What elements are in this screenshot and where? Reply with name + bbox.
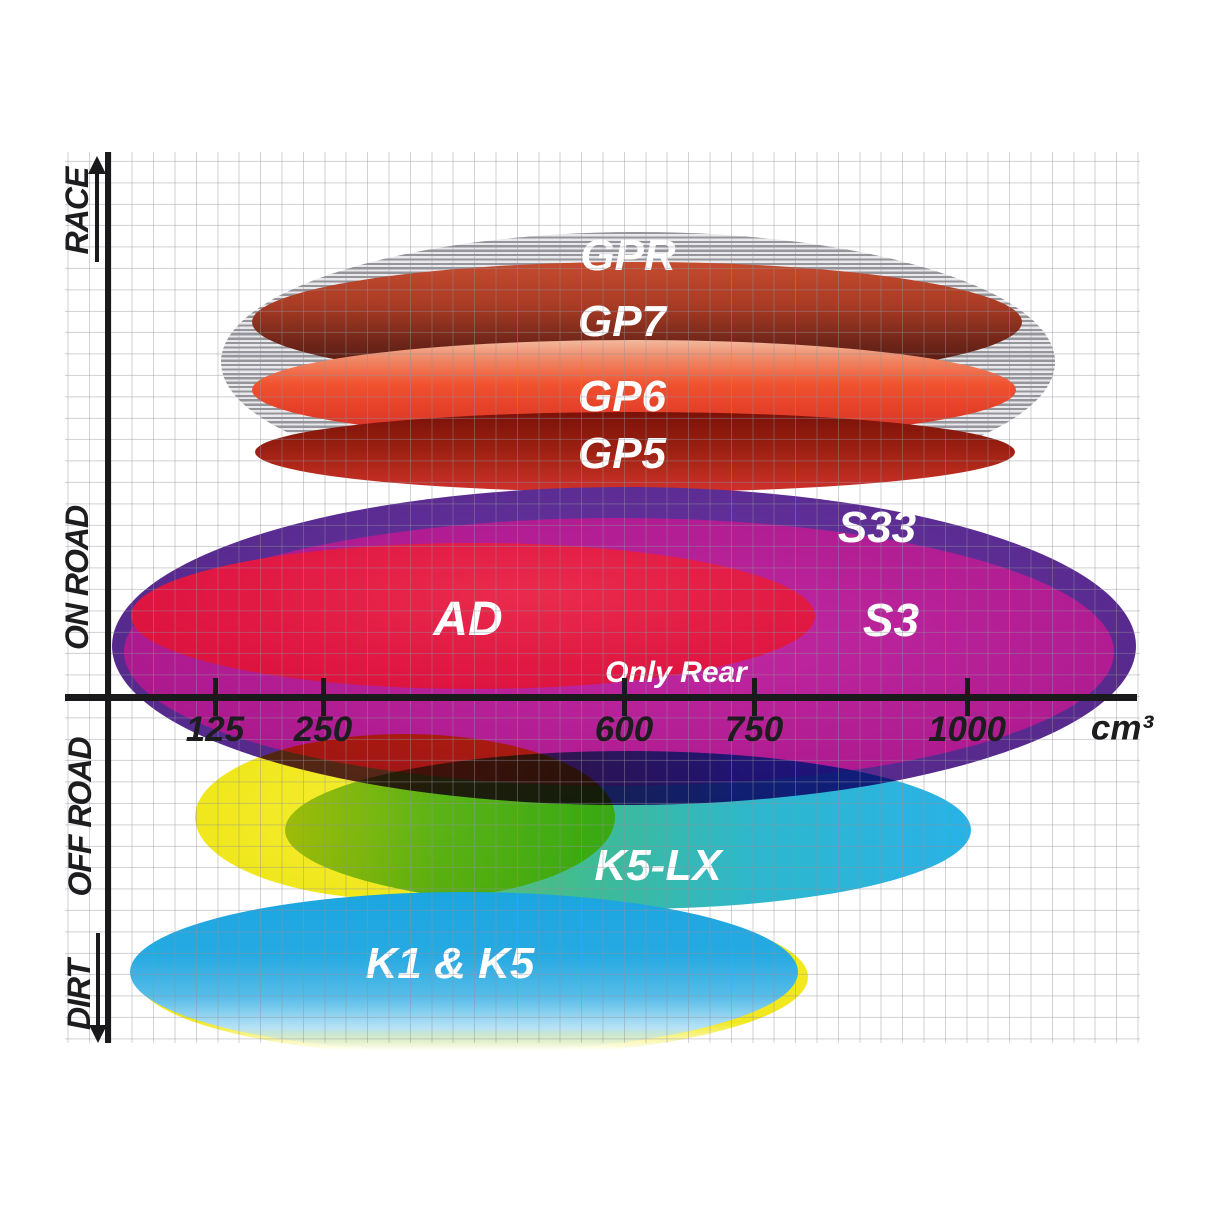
region-k1-k5 [130,892,798,1052]
x-tick-125 [212,678,218,716]
annotation-only-rear: Only Rear [605,656,747,689]
region-label-k5-lx: K5-LX [594,841,722,890]
region-ad [131,543,815,689]
x-tick-label-750: 750 [724,710,784,749]
x-tick-750 [751,678,757,716]
x-tick-label-250: 250 [293,710,353,749]
y-axis-line [105,152,111,1043]
y-category-label-race: RACE [59,167,95,255]
x-tick-250 [320,678,326,716]
x-tick-label-125: 125 [185,710,245,749]
region-label-gp5: GP5 [577,429,667,478]
region-label-gp6: GP6 [577,372,667,421]
region-label-s33: S33 [837,503,917,552]
up-arrow-shaft-race [95,172,99,262]
y-category-label-off-road: OFF ROAD [62,737,98,897]
region-label-k1-k5: K1 & K5 [365,939,535,988]
region-k5-lx [285,751,971,909]
down-arrow-shaft-dirt [96,933,100,1027]
region-label-s3: S3 [862,594,920,646]
y-category-label-dirt: DIRT [61,959,97,1031]
region-label-gp7: GP7 [577,297,667,346]
x-tick-label-1000: 1000 [928,710,1006,749]
region-label-gpr: GPR [580,231,676,280]
up-arrow-head-race [88,156,106,174]
x-tick-label-600: 600 [594,710,654,749]
x-tick-1000 [964,678,970,716]
y-category-label-on-road: ON ROAD [59,505,95,651]
region-gp5 [255,412,1015,492]
x-tick-600 [621,678,627,716]
down-arrow-head-dirt [89,1025,107,1043]
x-axis-line [65,694,1137,701]
region-label-ad: AD [433,593,503,646]
x-axis-unit-label: cm³ [1090,708,1154,748]
